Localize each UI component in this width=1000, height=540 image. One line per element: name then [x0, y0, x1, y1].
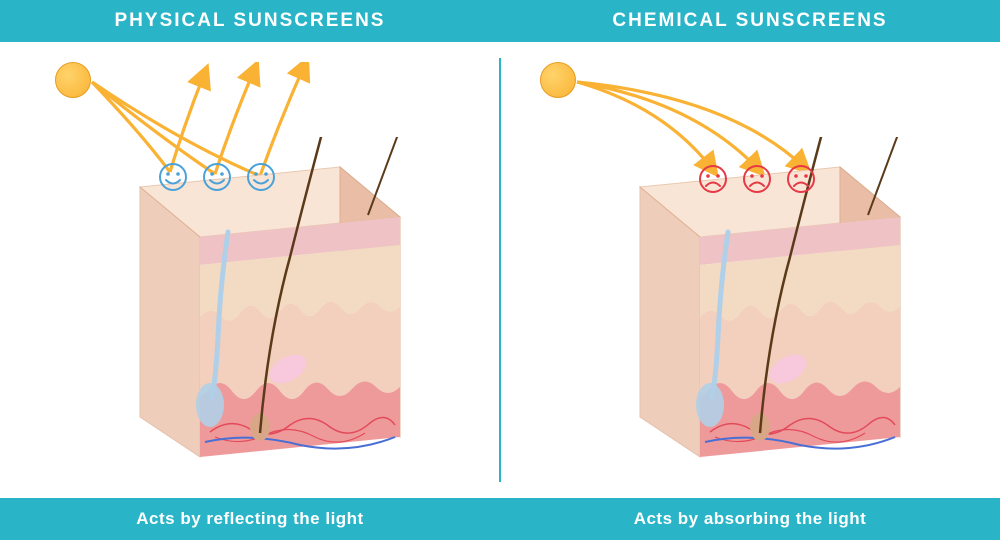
- sad-face-icon: [742, 164, 772, 194]
- header-chemical: CHEMICAL SUNSCREENS: [500, 0, 1000, 42]
- footer-chemical: Acts by absorbing the light: [500, 498, 1000, 540]
- panel-divider: [499, 58, 501, 482]
- happy-face-icon: [246, 162, 276, 192]
- sad-face-icon: [698, 164, 728, 194]
- face-row-happy: [158, 162, 276, 192]
- diagram-physical: [0, 42, 500, 498]
- infographic-container: PHYSICAL SUNSCREENS: [0, 0, 1000, 540]
- sun-icon: [55, 62, 91, 98]
- sun-icon: [540, 62, 576, 98]
- happy-face-icon: [202, 162, 232, 192]
- header-chemical-title: CHEMICAL SUNSCREENS: [612, 10, 887, 32]
- footer-chemical-caption: Acts by absorbing the light: [634, 509, 867, 529]
- footer-physical: Acts by reflecting the light: [0, 498, 500, 540]
- panel-physical: PHYSICAL SUNSCREENS: [0, 0, 500, 540]
- diagram-chemical: [500, 42, 1000, 498]
- sad-face-icon: [786, 164, 816, 194]
- happy-face-icon: [158, 162, 188, 192]
- header-physical: PHYSICAL SUNSCREENS: [0, 0, 500, 42]
- panel-chemical: CHEMICAL SUNSCREENS: [500, 0, 1000, 540]
- header-physical-title: PHYSICAL SUNSCREENS: [115, 10, 386, 32]
- face-row-sad: [698, 164, 816, 194]
- footer-physical-caption: Acts by reflecting the light: [136, 509, 363, 529]
